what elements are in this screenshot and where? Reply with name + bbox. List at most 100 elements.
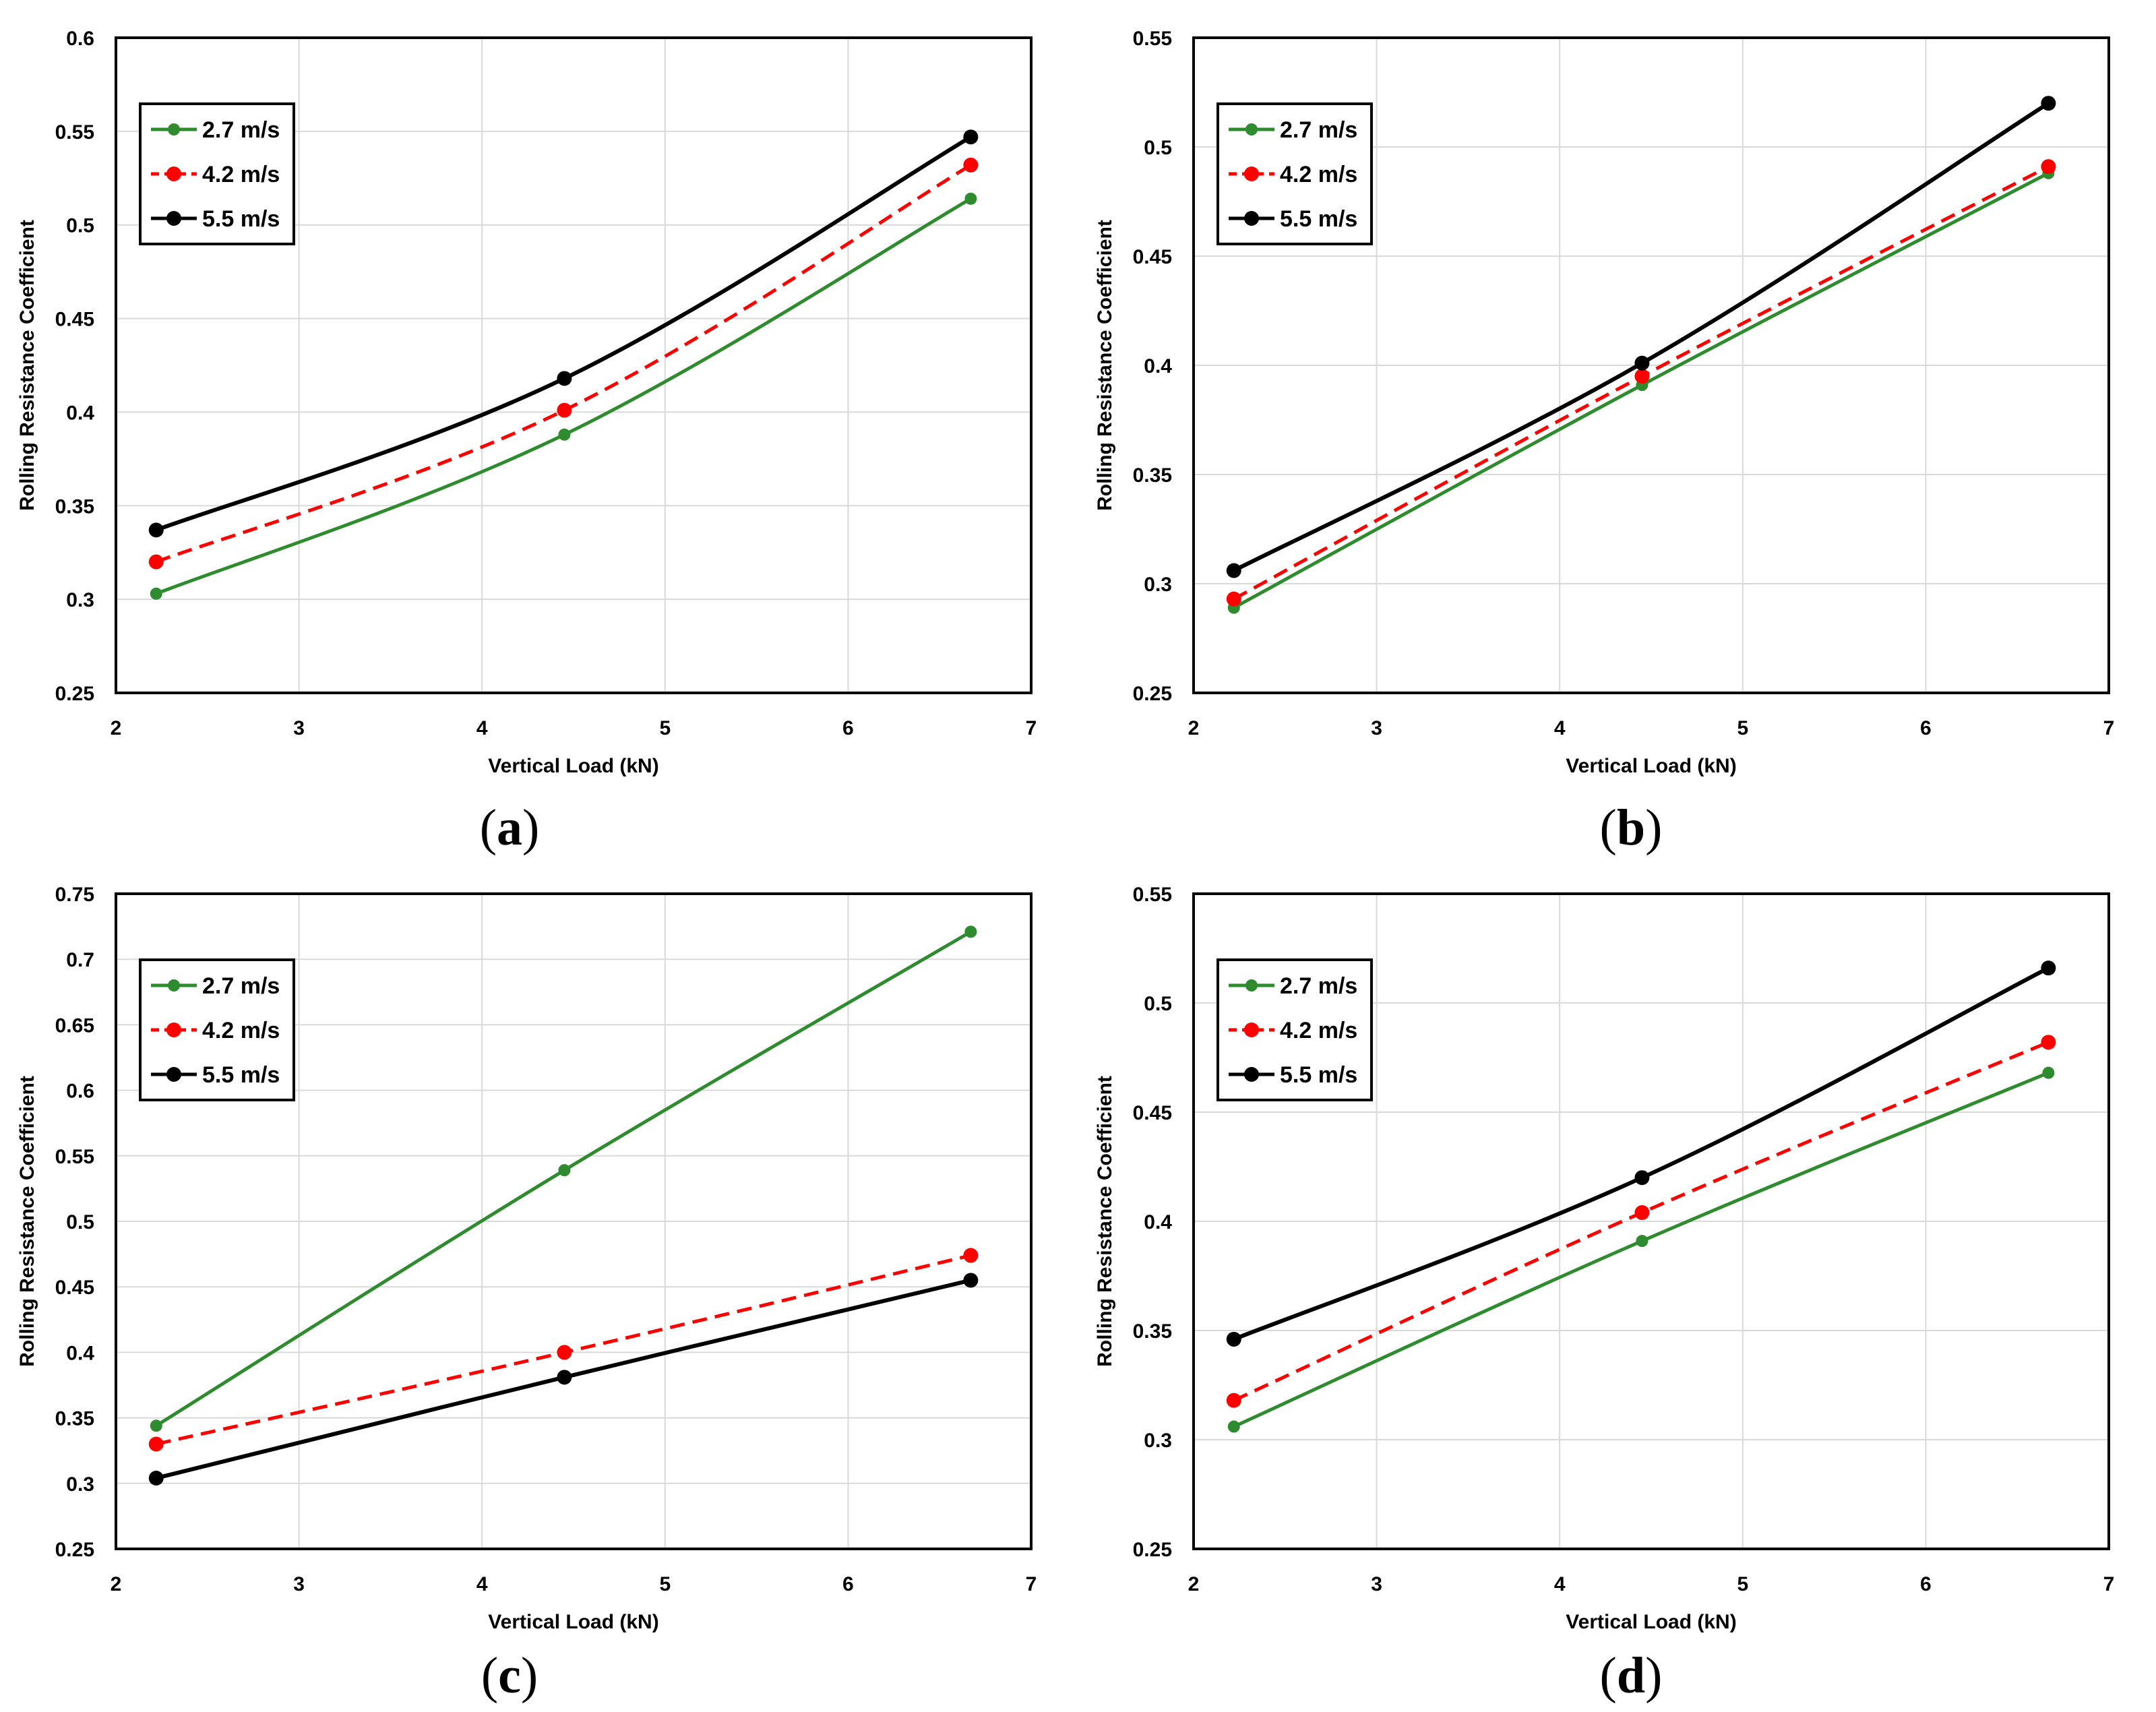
y-tick-label: 0.4: [66, 402, 94, 424]
y-tick-label: 0.6: [66, 1080, 94, 1103]
legend-label: 5.5 m/s: [1280, 1062, 1357, 1088]
data-point: [1636, 1235, 1649, 1248]
x-tick-label: 3: [1371, 1573, 1382, 1595]
x-tick-label: 2: [111, 717, 122, 739]
panel-label-a: (a): [479, 799, 540, 856]
legend-marker: [1244, 166, 1259, 181]
x-axis-title: Vertical Load (kN): [488, 755, 658, 777]
x-axis-title: Vertical Load (kN): [488, 1611, 658, 1633]
x-tick-label: 2: [1188, 1573, 1200, 1595]
data-point: [2042, 1066, 2055, 1079]
x-tick-label: 5: [659, 1573, 671, 1595]
x-tick-label: 4: [476, 1573, 488, 1595]
legend-marker: [166, 1067, 181, 1082]
x-tick-label: 6: [842, 1573, 854, 1595]
x-axis-title: Vertical Load (kN): [1566, 755, 1736, 777]
data-point: [1226, 591, 1241, 607]
y-tick-label: 0.3: [66, 589, 94, 611]
legend-marker: [166, 211, 181, 226]
data-point: [1634, 369, 1650, 384]
data-point: [557, 402, 572, 418]
x-tick-label: 6: [1920, 717, 1932, 739]
legend-label: 2.7 m/s: [1280, 117, 1357, 143]
plot-border: [115, 36, 1033, 694]
legend-label: 4.2 m/s: [202, 1018, 280, 1043]
y-axis-title: Rolling Resistance Coefficient: [16, 220, 38, 511]
legend-label: 4.2 m/s: [1280, 162, 1357, 187]
x-tick-label: 3: [293, 1573, 305, 1595]
x-tick-label: 4: [1554, 1573, 1566, 1595]
x-tick-label: 3: [1371, 717, 1382, 739]
x-tick-label: 3: [293, 717, 305, 739]
data-point: [963, 1273, 979, 1288]
legend-box: [139, 102, 295, 245]
y-tick-label: 0.4: [1144, 1211, 1172, 1233]
y-tick-label: 0.55: [55, 1146, 94, 1168]
y-tick-label: 0.5: [66, 1211, 94, 1233]
y-tick-label: 0.55: [1133, 884, 1172, 906]
data-point: [2041, 1035, 2056, 1050]
y-tick-label: 0.55: [1133, 28, 1172, 50]
legend-marker: [1245, 123, 1258, 135]
y-axis-title: Rolling Resistance Coefficient: [16, 1076, 38, 1367]
data-point: [557, 1345, 572, 1360]
plot-border: [1192, 892, 2110, 1550]
chart-panel-c: 2 3 4 5 6 7 0.25 0.3 0.35 0.4 0.45 0.5 0.55 0.6 0.65 0.…: [16, 884, 1037, 1633]
y-tick-label: 0.4: [1144, 355, 1172, 377]
data-point: [558, 428, 571, 441]
chart-panel-d: 2 3 4 5 6 7 0.25 0.3 0.35 0.4 0.45 0.5 0.55 Vertical …: [1094, 884, 2115, 1633]
y-axis-title: Rolling Resistance Coefficient: [1094, 1076, 1116, 1367]
legend-label: 4.2 m/s: [1280, 1018, 1357, 1043]
data-point: [963, 157, 979, 173]
panel-label-c: (c): [481, 1647, 538, 1704]
legend-label: 2.7 m/s: [202, 973, 280, 999]
legend-label: 5.5 m/s: [1280, 206, 1357, 232]
data-point: [963, 129, 979, 145]
plot-border: [115, 892, 1033, 1550]
y-tick-label: 0.3: [66, 1473, 94, 1496]
data-point: [1227, 1420, 1240, 1433]
y-tick-label: 0.5: [1144, 993, 1172, 1015]
y-tick-label: 0.75: [55, 884, 94, 906]
x-tick-label: 2: [111, 1573, 122, 1595]
legend-marker: [1244, 1067, 1259, 1082]
legend-marker: [1244, 1022, 1259, 1037]
y-tick-label: 0.35: [55, 495, 94, 518]
y-tick-label: 0.25: [1133, 683, 1172, 705]
y-tick-label: 0.45: [55, 1277, 94, 1299]
y-tick-label: 0.5: [1144, 137, 1172, 159]
legend-label: 5.5 m/s: [202, 206, 280, 232]
data-point: [148, 1471, 164, 1486]
data-point: [1634, 1205, 1650, 1221]
x-tick-label: 7: [1026, 717, 1037, 739]
x-tick-label: 7: [1026, 1573, 1037, 1595]
legend-marker: [166, 1022, 181, 1037]
legend-marker: [1245, 979, 1258, 991]
data-point: [1226, 563, 1241, 578]
y-tick-label: 0.25: [55, 1539, 94, 1561]
y-tick-label: 0.3: [1144, 574, 1172, 596]
data-point: [557, 1370, 572, 1385]
data-point: [150, 1419, 162, 1432]
data-point: [148, 522, 164, 538]
y-tick-label: 0.35: [1133, 464, 1172, 487]
panel-label-b: (b): [1599, 799, 1663, 856]
legend-label: 2.7 m/s: [1280, 973, 1357, 999]
data-point: [148, 554, 164, 570]
y-tick-label: 0.45: [55, 309, 94, 331]
y-tick-label: 0.65: [55, 1014, 94, 1037]
data-point: [1226, 1393, 1241, 1408]
data-point: [2041, 960, 2056, 976]
legend-marker: [168, 979, 180, 991]
x-tick-label: 7: [2103, 1573, 2115, 1595]
data-point: [964, 925, 977, 938]
data-point: [1634, 1170, 1650, 1186]
x-tick-label: 2: [1188, 717, 1200, 739]
y-tick-label: 0.5: [66, 215, 94, 237]
x-tick-label: 4: [1554, 717, 1566, 739]
y-tick-label: 0.35: [1133, 1320, 1172, 1343]
y-tick-label: 0.55: [55, 121, 94, 144]
y-tick-label: 0.45: [1133, 1102, 1172, 1124]
data-point: [2041, 96, 2056, 111]
